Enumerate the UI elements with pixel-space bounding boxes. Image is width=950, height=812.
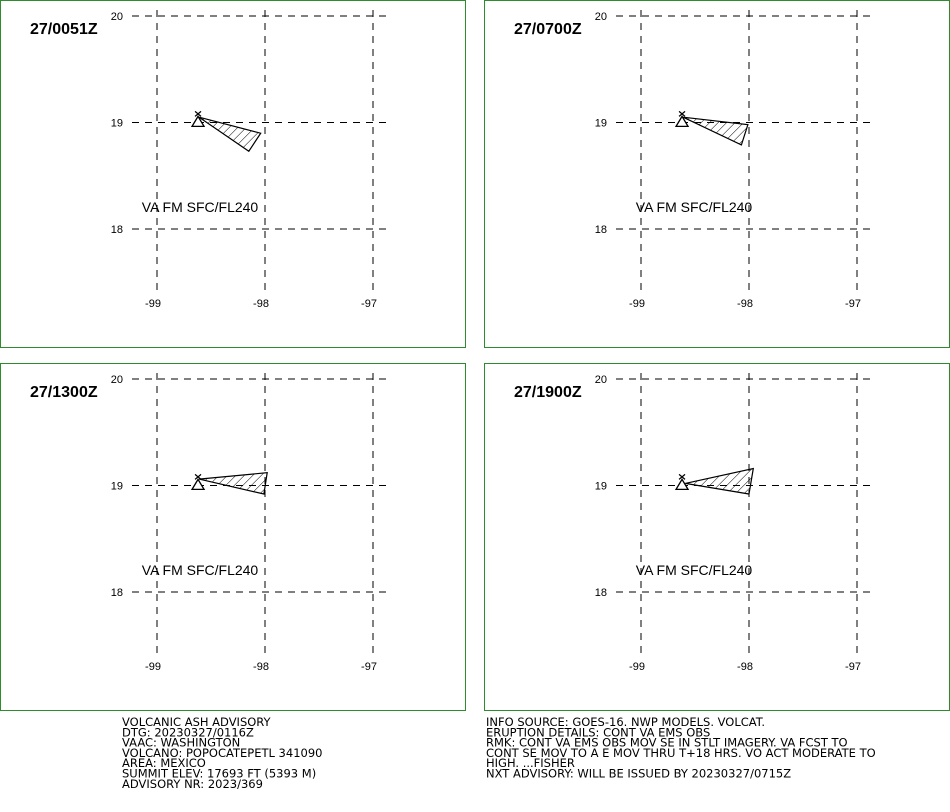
- volcano-eruption-mark: [194, 110, 202, 117]
- ash-label: VA FM SFC/FL240: [142, 562, 259, 578]
- lon-tick-label: -97: [845, 661, 861, 673]
- ash-polygon: [198, 116, 262, 153]
- advisory-line: VAAC: WASHINGTON: [122, 736, 240, 750]
- ash-label: VA FM SFC/FL240: [636, 562, 753, 578]
- ash-polygon: [198, 472, 268, 495]
- lat-tick-label: 19: [111, 118, 123, 130]
- volcano-marker: [190, 478, 206, 491]
- lat-tick-label: 18: [111, 224, 123, 236]
- panel-border: [0, 0, 466, 348]
- advisory-line: VOLCANIC ASH ADVISORY: [122, 715, 272, 729]
- advisory-line: RMK: CONT VA EMS OBS MOV SE IN STLT IMAG…: [486, 736, 848, 750]
- lon-tick-label: -99: [145, 298, 161, 310]
- ash-polygon: [682, 116, 749, 146]
- lat-tick-label: 19: [111, 481, 123, 493]
- lat-tick-label: 19: [595, 118, 607, 130]
- forecast-time: 27/1900Z: [514, 384, 582, 401]
- ash-label: VA FM SFC/FL240: [636, 199, 753, 215]
- lat-tick-label: 20: [595, 11, 607, 23]
- map-panel: 20 19 18 -99 -98 -97 27/1900Z VA FM SFC/FL240: [484, 363, 950, 711]
- ash-label: VA FM SFC/FL240: [142, 199, 259, 215]
- advisory-line: AREA: MEXICO: [122, 756, 206, 770]
- lon-tick-label: -97: [361, 661, 377, 673]
- forecast-time: 27/1300Z: [30, 384, 98, 401]
- volcano-marker: [674, 478, 690, 491]
- volcano-eruption-mark: [194, 473, 202, 480]
- lat-tick-label: 18: [111, 587, 123, 599]
- lon-tick-label: -98: [737, 298, 753, 310]
- lat-tick-label: 20: [111, 374, 123, 386]
- lat-tick-label: 19: [595, 481, 607, 493]
- volcano-marker: [674, 115, 690, 128]
- lon-tick-label: -98: [253, 298, 269, 310]
- advisory-line: VOLCANO: POPOCATEPETL 341090: [122, 746, 322, 760]
- lon-tick-label: -97: [361, 298, 377, 310]
- advisory-line: SUMMIT ELEV: 17693 FT (5393 M): [122, 767, 316, 781]
- panel-border: [484, 0, 950, 348]
- advisory-line: NXT ADVISORY: WILL BE ISSUED BY 20230327…: [486, 767, 791, 781]
- advisory-line: HIGH. ...FISHER: [486, 756, 575, 770]
- advisory-line: INFO SOURCE: GOES-16. NWP MODELS. VOLCAT…: [486, 715, 765, 729]
- lat-tick-label: 20: [595, 374, 607, 386]
- map-panel: 20 19 18 -99 -98 -97 27/0700Z VA FM SFC/FL240: [484, 0, 950, 348]
- panel-border: [0, 363, 466, 711]
- volcano-eruption-mark: [678, 110, 686, 117]
- lat-tick-label: 18: [595, 224, 607, 236]
- forecast-time: 27/0051Z: [30, 21, 98, 38]
- advisory-line: ERUPTION DETAILS: CONT VA EMS OBS: [486, 725, 710, 739]
- lat-tick-label: 20: [111, 11, 123, 23]
- lat-tick-label: 18: [595, 587, 607, 599]
- ash-polygon: [685, 467, 755, 495]
- forecast-time: 27/0700Z: [514, 21, 582, 38]
- advisory-line: ADVISORY NR: 2023/369: [122, 777, 263, 791]
- panel-border: [484, 363, 950, 711]
- lon-tick-label: -99: [145, 661, 161, 673]
- lon-tick-label: -99: [629, 661, 645, 673]
- map-panel: 20 19 18 -99 -98 -97 27/0051Z VA FM SFC/FL240: [0, 0, 466, 348]
- map-panel: 20 19 18 -99 -98 -97 27/1300Z VA FM SFC/FL240: [0, 363, 466, 711]
- advisory-line: CONT SE MOV TO A E MOV THRU T+18 HRS. VO…: [486, 746, 876, 760]
- volcano-marker: [190, 115, 206, 128]
- lon-tick-label: -98: [737, 661, 753, 673]
- lon-tick-label: -98: [253, 661, 269, 673]
- lon-tick-label: -99: [629, 298, 645, 310]
- advisory-line: DTG: 20230327/0116Z: [122, 725, 254, 739]
- lon-tick-label: -97: [845, 298, 861, 310]
- volcano-eruption-mark: [678, 473, 686, 480]
